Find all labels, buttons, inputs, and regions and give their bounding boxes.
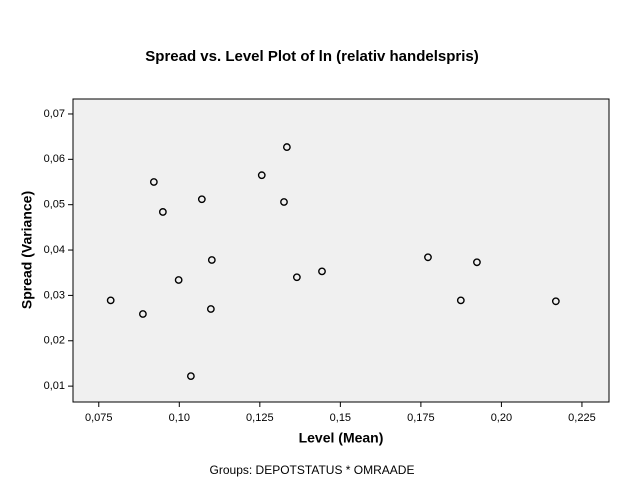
y-tick-label: 0,05 — [44, 199, 65, 211]
plot-area — [72, 98, 610, 403]
x-tick-label: 0,175 — [407, 412, 435, 424]
x-tick-label: 0,15 — [330, 412, 351, 424]
point — [149, 178, 158, 186]
point — [282, 143, 291, 151]
y-tick-label: 0,01 — [44, 380, 65, 392]
point — [424, 253, 432, 262]
point — [318, 267, 326, 276]
point — [106, 296, 115, 305]
point — [138, 310, 147, 318]
y-tick-label: 0,06 — [44, 153, 65, 165]
point — [292, 273, 301, 282]
point — [174, 276, 183, 284]
y-tick-label: 0,07 — [44, 108, 65, 120]
y-tick-label: 0,02 — [44, 335, 65, 347]
x-tick-label: 0,075 — [85, 412, 113, 424]
x-tick-label: 0,225 — [568, 412, 596, 424]
point — [186, 372, 195, 381]
x-tick-label: 0,20 — [491, 412, 512, 424]
chart-title: Spread vs. Level Plot of ln (relativ han… — [145, 48, 478, 65]
point — [206, 305, 215, 313]
x-axis-label: Level (Mean) — [299, 430, 384, 446]
x-tick-label: 0,125 — [246, 412, 274, 424]
x-tick-label: 0,10 — [169, 412, 190, 424]
caption: Groups: DEPOTSTATUS * OMRAADE — [210, 463, 415, 477]
point — [197, 195, 206, 204]
point — [207, 256, 216, 264]
y-axis-label: Spread (Variance) — [19, 191, 35, 309]
point — [456, 296, 465, 305]
y-tick-label: 0,03 — [44, 289, 65, 301]
point — [280, 198, 288, 206]
y-tick-label: 0,04 — [44, 244, 65, 256]
point — [158, 208, 167, 216]
point — [257, 171, 266, 180]
point — [473, 258, 481, 267]
point — [551, 297, 560, 306]
